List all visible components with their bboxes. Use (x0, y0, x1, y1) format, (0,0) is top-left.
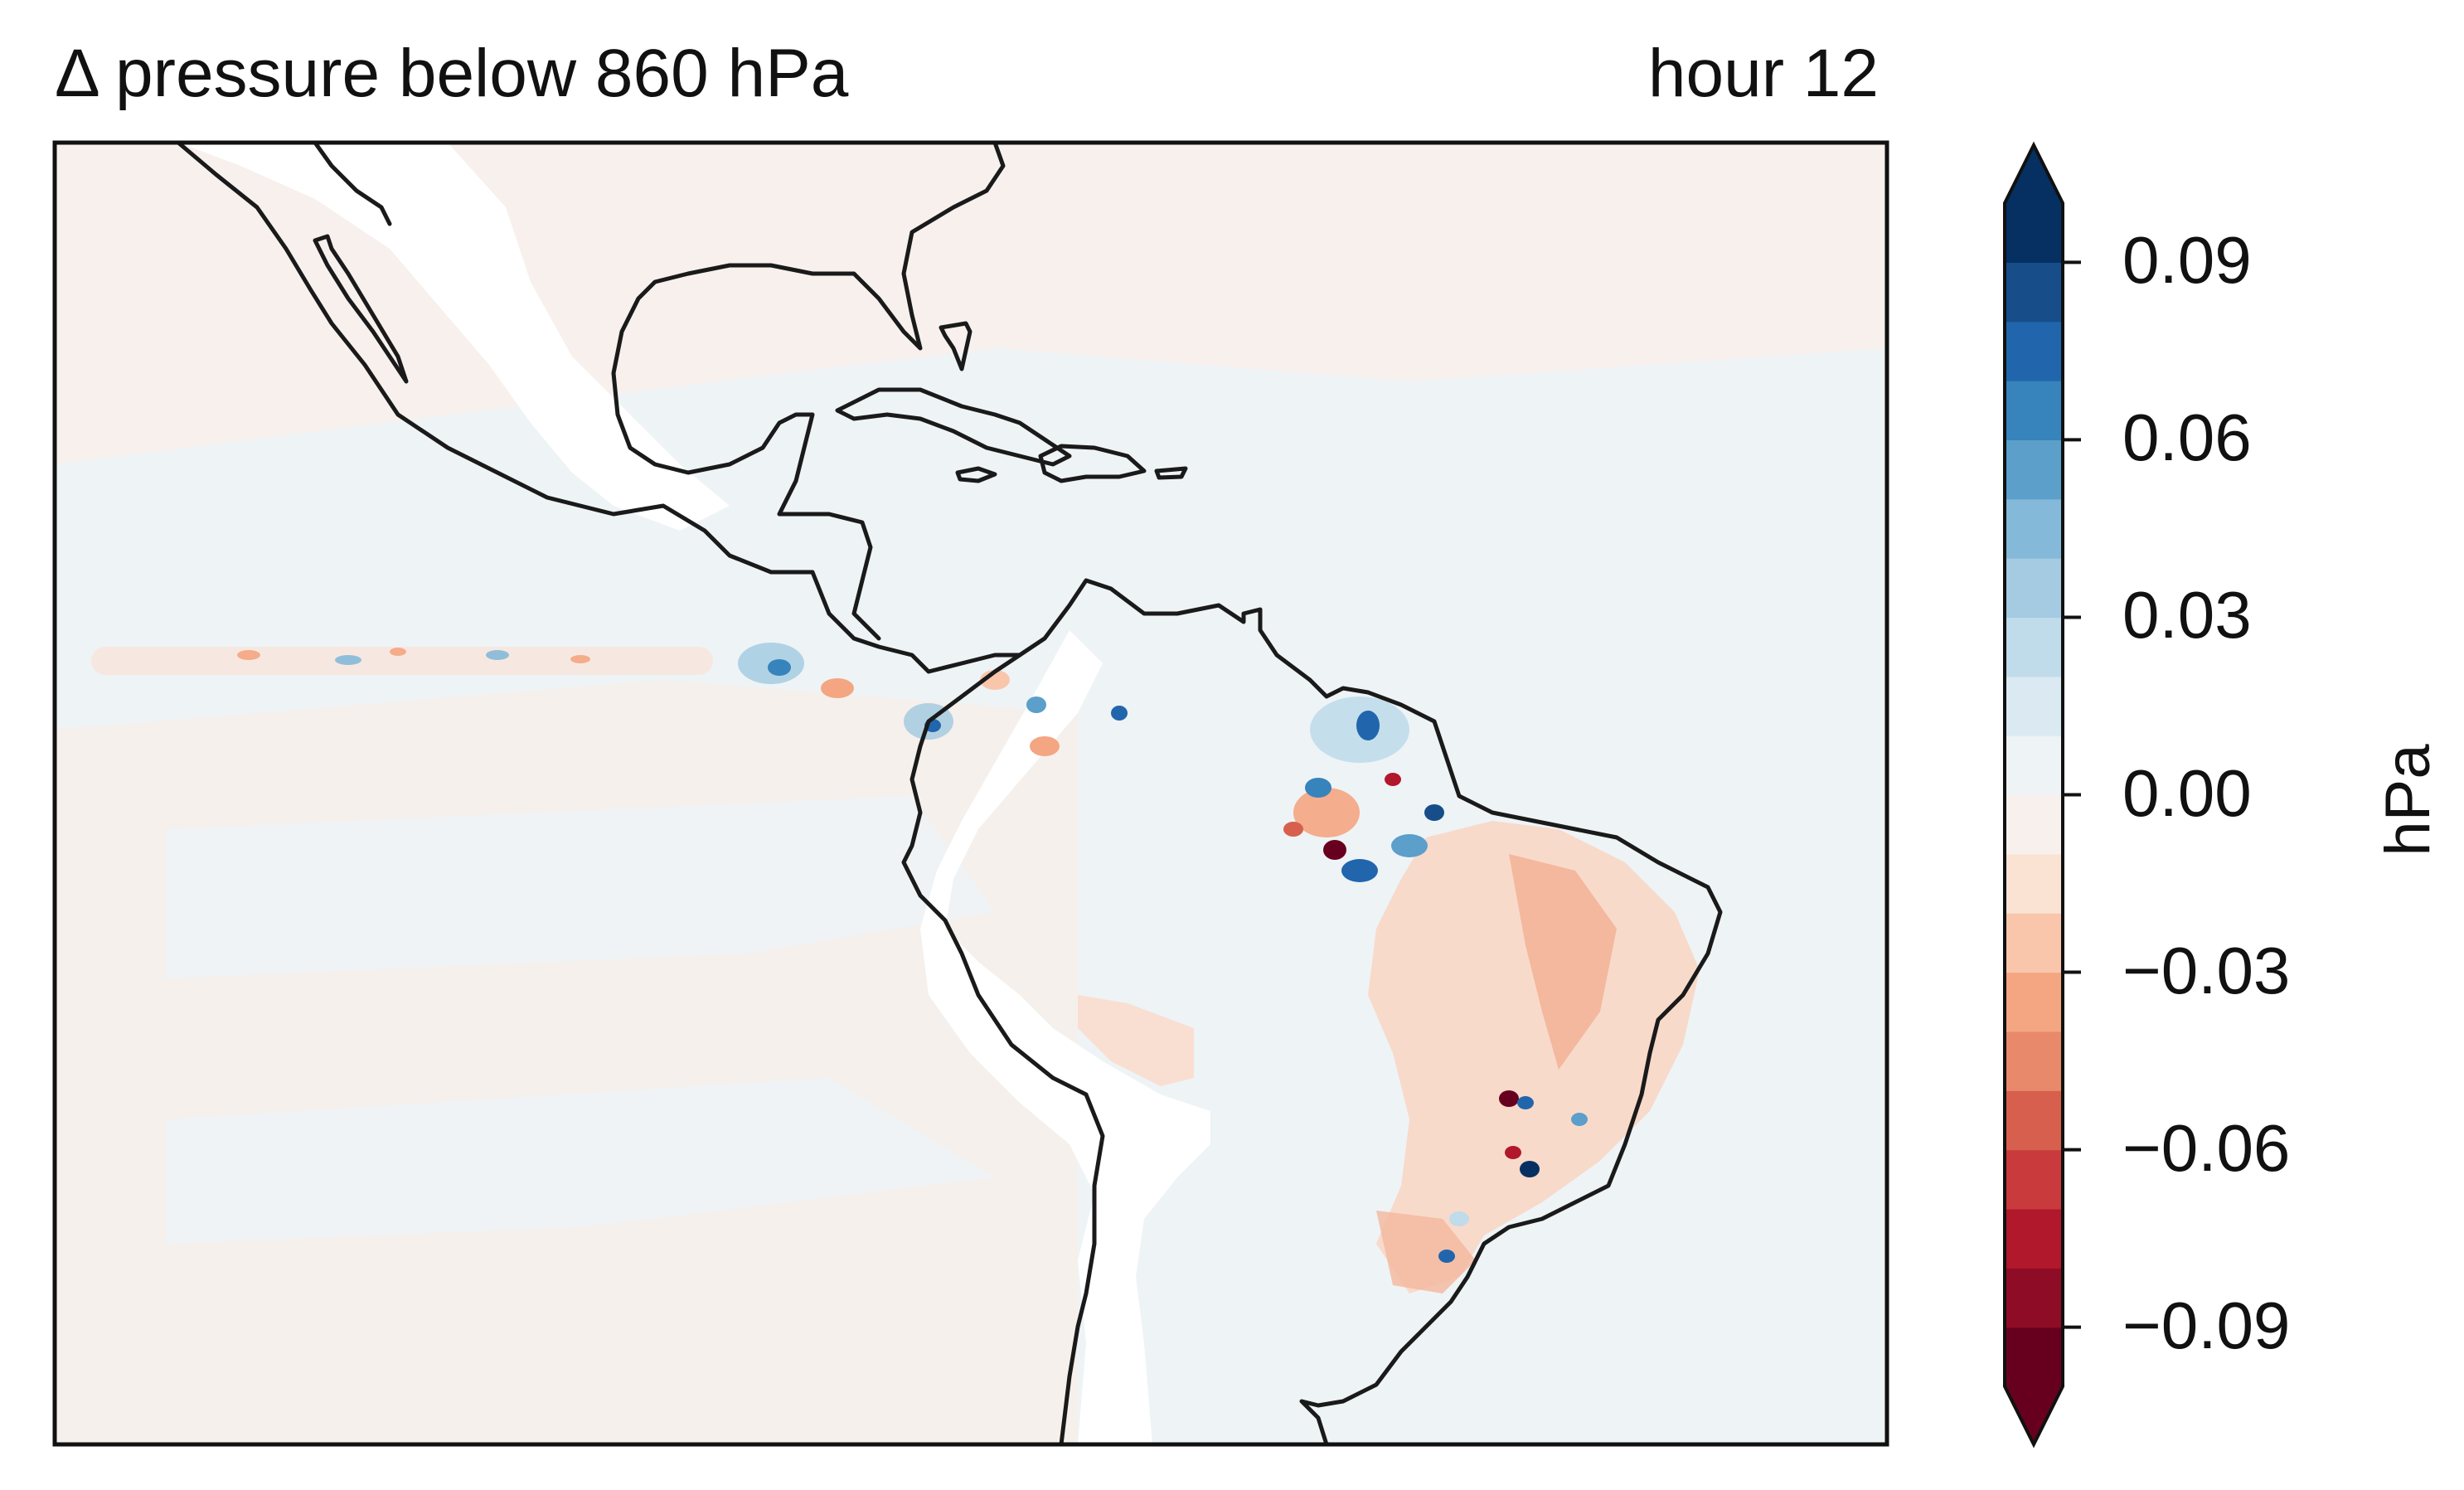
colorbar-segment (2005, 794, 2063, 855)
colorbar-segment (2005, 558, 2063, 619)
coastline-jamaica (955, 466, 997, 483)
anomaly-bolivia-warm (1078, 995, 1194, 1086)
masked-terrain-mexico (178, 143, 730, 531)
colorbar-segment (2005, 1090, 2063, 1151)
coastline-baja (313, 234, 409, 384)
colorbar-segment (2005, 381, 2063, 440)
coastline-sea-of-cortez (313, 143, 392, 226)
colorbar-extend-max (2005, 145, 2063, 203)
coastline-south-america-west (901, 653, 1105, 1444)
anomaly-southeast-dipoles (1438, 1090, 1588, 1263)
colorbar-outline (2003, 141, 2064, 1449)
colorbar-segment (2005, 913, 2063, 973)
anomaly-brazil-warm-core (1509, 854, 1617, 1070)
map-frame (52, 140, 1889, 1447)
colorbar-tick-label: 0.03 (2122, 578, 2252, 653)
anomaly-colombia-cluster (738, 643, 1128, 756)
anomaly-amazon-cluster (1283, 696, 1444, 882)
coastline-south-america (1017, 578, 1723, 1444)
coastline-bahamas (939, 321, 973, 371)
coastline-hispaniola (1038, 444, 1147, 483)
field-layer (55, 143, 1887, 1444)
coastline-cuba (835, 387, 1072, 467)
colorbar-segment (2005, 203, 2063, 263)
field-band-pacific-cool (166, 796, 995, 978)
colorbar-segment (2005, 972, 2063, 1032)
colorbar-segment (2005, 1268, 2063, 1328)
colorbar-segment (2005, 1031, 2063, 1091)
colorbar-segment (2005, 617, 2063, 677)
colorbar-extend-min (2005, 1386, 2063, 1444)
colorbar-tick-label: 0.06 (2122, 400, 2252, 475)
colorbar-segment (2005, 498, 2063, 559)
colorbar-tick-label: −0.06 (2122, 1110, 2291, 1185)
field-band-pacific-cool-2 (166, 1078, 995, 1244)
colorbar-segment (2005, 439, 2063, 500)
field-band-pacific (55, 680, 1078, 1444)
coastline-mexico-central-america (176, 143, 1022, 674)
colorbar-tick-label: −0.09 (2122, 1288, 2291, 1362)
time-label: hour 12 (1647, 36, 1879, 111)
anomaly-southeast-warm (1376, 1211, 1476, 1293)
coastlines (176, 143, 1723, 1444)
colorbar-segment (2005, 735, 2063, 796)
colorbar-unit-label: hPa (2373, 744, 2443, 857)
colorbar-segment (2005, 1327, 2063, 1387)
colorbar-segment (2005, 1149, 2063, 1210)
colorbar-segment (2005, 853, 2063, 914)
colorbar-tick-label: −0.03 (2122, 933, 2291, 1007)
anomaly-brazil-warm (1368, 821, 1700, 1293)
masked-terrain-andes (920, 630, 1210, 1444)
colorbar-segment (2005, 321, 2063, 381)
coastline-gulf-of-mexico (611, 143, 1006, 641)
map-title: Δ pressure below 860 hPa (55, 36, 849, 111)
colorbar (2003, 141, 2064, 1449)
colorbar-tick-label: 0.09 (2122, 223, 2252, 298)
anomaly-itcz-streak (91, 647, 713, 675)
coastline-puerto-rico (1154, 466, 1188, 480)
colorbar-segment (2005, 262, 2063, 323)
colorbar-segment (2005, 1208, 2063, 1269)
colorbar-segment (2005, 676, 2063, 736)
colorbar-tick-label: 0.00 (2122, 755, 2252, 830)
colorbar-ticks (2063, 260, 2081, 1329)
